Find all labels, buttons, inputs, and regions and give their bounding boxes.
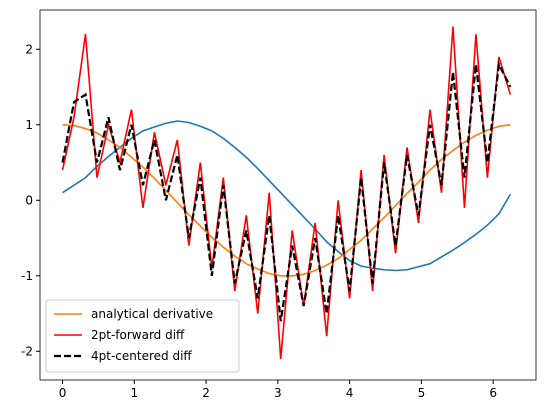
legend-box [45, 299, 240, 373]
x-tick-label: 0 [59, 386, 67, 400]
legend: analytical derivative 2pt-forward diff 4pt… [45, 299, 240, 373]
x-tick-label: 4 [346, 386, 354, 400]
series-line [62, 123, 511, 277]
y-tick-label: -1 [21, 269, 33, 283]
y-tick-label: 2 [25, 42, 33, 56]
series-line [62, 120, 512, 272]
x-tick-label: 6 [489, 386, 497, 400]
legend-label: analytical derivative [91, 307, 213, 321]
y-tick-label: 0 [25, 193, 33, 207]
legend-label: 2pt-forward diff [91, 328, 185, 342]
x-tick-label: 2 [202, 386, 210, 400]
series-line [61, 60, 512, 322]
y-tick-label: -2 [21, 344, 33, 358]
x-tick-label: 3 [274, 386, 282, 400]
x-tick-label: 5 [418, 386, 426, 400]
x-tick-label: 1 [130, 386, 138, 400]
y-tick-label: 1 [25, 118, 33, 132]
axes-frame [39, 9, 537, 381]
legend-label: 4pt-centered diff [91, 349, 192, 363]
